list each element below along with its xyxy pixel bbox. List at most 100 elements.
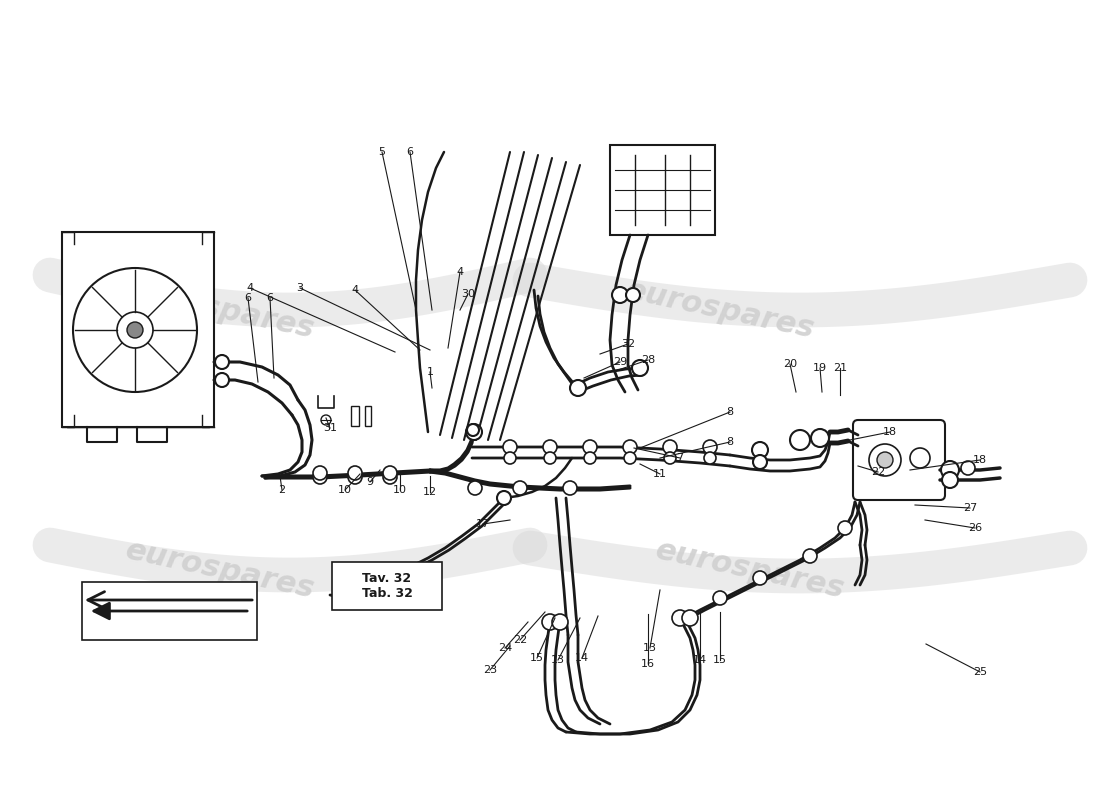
Text: 16: 16 bbox=[641, 659, 654, 669]
Text: 24: 24 bbox=[498, 643, 513, 653]
Text: eurospares: eurospares bbox=[652, 536, 847, 604]
Text: 9: 9 bbox=[366, 477, 374, 487]
Circle shape bbox=[348, 466, 362, 480]
Circle shape bbox=[504, 452, 516, 464]
Text: 22: 22 bbox=[513, 635, 527, 645]
Circle shape bbox=[583, 440, 597, 454]
Circle shape bbox=[383, 466, 397, 480]
Text: 23: 23 bbox=[483, 665, 497, 675]
Circle shape bbox=[811, 429, 829, 447]
Text: 18: 18 bbox=[883, 427, 898, 437]
Text: 12: 12 bbox=[422, 487, 437, 497]
Circle shape bbox=[940, 461, 959, 479]
Text: Tab. 32: Tab. 32 bbox=[362, 586, 412, 600]
Circle shape bbox=[314, 466, 327, 480]
Circle shape bbox=[703, 440, 717, 454]
Circle shape bbox=[348, 470, 362, 484]
Bar bbox=[82, 582, 257, 640]
Text: 4: 4 bbox=[456, 267, 463, 277]
Circle shape bbox=[632, 360, 648, 376]
Text: 8: 8 bbox=[726, 407, 734, 417]
Text: 6: 6 bbox=[266, 293, 274, 303]
Text: 2: 2 bbox=[278, 485, 286, 495]
Text: 7: 7 bbox=[676, 453, 683, 463]
Circle shape bbox=[623, 440, 637, 454]
Text: 13: 13 bbox=[644, 643, 657, 653]
Circle shape bbox=[713, 591, 727, 605]
Text: 4: 4 bbox=[246, 283, 254, 293]
Text: 10: 10 bbox=[393, 485, 407, 495]
Circle shape bbox=[612, 287, 628, 303]
Circle shape bbox=[838, 521, 853, 535]
Text: 32: 32 bbox=[620, 339, 635, 349]
Circle shape bbox=[942, 472, 958, 488]
Circle shape bbox=[543, 440, 557, 454]
Circle shape bbox=[314, 470, 327, 484]
Circle shape bbox=[664, 452, 676, 464]
Text: eurospares: eurospares bbox=[623, 276, 817, 344]
Circle shape bbox=[803, 549, 817, 563]
Circle shape bbox=[126, 322, 143, 338]
FancyBboxPatch shape bbox=[852, 420, 945, 500]
Text: 17: 17 bbox=[476, 519, 491, 529]
Text: 3: 3 bbox=[297, 283, 304, 293]
Text: 22: 22 bbox=[871, 467, 886, 477]
Text: eurospares: eurospares bbox=[123, 536, 317, 604]
Bar bbox=[62, 232, 214, 427]
Circle shape bbox=[754, 571, 767, 585]
Bar bbox=[365, 406, 371, 426]
Circle shape bbox=[704, 452, 716, 464]
Bar bbox=[351, 406, 359, 426]
Circle shape bbox=[468, 481, 482, 495]
Circle shape bbox=[214, 373, 229, 387]
Text: 14: 14 bbox=[693, 655, 707, 665]
Bar bbox=[332, 562, 442, 610]
Circle shape bbox=[877, 452, 893, 468]
Text: 27: 27 bbox=[962, 503, 977, 513]
Text: 30: 30 bbox=[461, 289, 475, 299]
Text: 20: 20 bbox=[783, 359, 798, 369]
Text: 19: 19 bbox=[813, 363, 827, 373]
Circle shape bbox=[663, 440, 676, 454]
Circle shape bbox=[513, 481, 527, 495]
Text: 31: 31 bbox=[323, 423, 337, 433]
Circle shape bbox=[497, 491, 512, 505]
Text: 18: 18 bbox=[972, 455, 987, 465]
Text: 10: 10 bbox=[338, 485, 352, 495]
Text: 21: 21 bbox=[833, 363, 847, 373]
Circle shape bbox=[214, 355, 229, 369]
Text: 4: 4 bbox=[351, 285, 359, 295]
Circle shape bbox=[552, 614, 568, 630]
Circle shape bbox=[624, 452, 636, 464]
Circle shape bbox=[544, 452, 556, 464]
Circle shape bbox=[563, 481, 578, 495]
Circle shape bbox=[754, 455, 767, 469]
Circle shape bbox=[672, 610, 688, 626]
Circle shape bbox=[383, 470, 397, 484]
Circle shape bbox=[790, 430, 810, 450]
Circle shape bbox=[570, 380, 586, 396]
Circle shape bbox=[542, 614, 558, 630]
Text: 29: 29 bbox=[613, 357, 627, 367]
Bar bbox=[610, 145, 715, 235]
Text: 15: 15 bbox=[713, 655, 727, 665]
Circle shape bbox=[682, 610, 698, 626]
Circle shape bbox=[466, 424, 482, 440]
Circle shape bbox=[752, 442, 768, 458]
Text: 5: 5 bbox=[378, 147, 385, 157]
Circle shape bbox=[961, 461, 975, 475]
Text: 13: 13 bbox=[551, 655, 565, 665]
Text: 15: 15 bbox=[530, 653, 544, 663]
Text: Tav. 32: Tav. 32 bbox=[362, 572, 411, 586]
Text: 26: 26 bbox=[968, 523, 982, 533]
Circle shape bbox=[584, 452, 596, 464]
Text: 8: 8 bbox=[726, 437, 734, 447]
Text: eurospares: eurospares bbox=[123, 276, 317, 344]
Text: 14: 14 bbox=[575, 653, 590, 663]
Text: 6: 6 bbox=[407, 147, 414, 157]
Text: 6: 6 bbox=[244, 293, 252, 303]
Text: 11: 11 bbox=[653, 469, 667, 479]
Circle shape bbox=[468, 424, 478, 436]
Circle shape bbox=[626, 288, 640, 302]
Text: 1: 1 bbox=[427, 367, 433, 377]
